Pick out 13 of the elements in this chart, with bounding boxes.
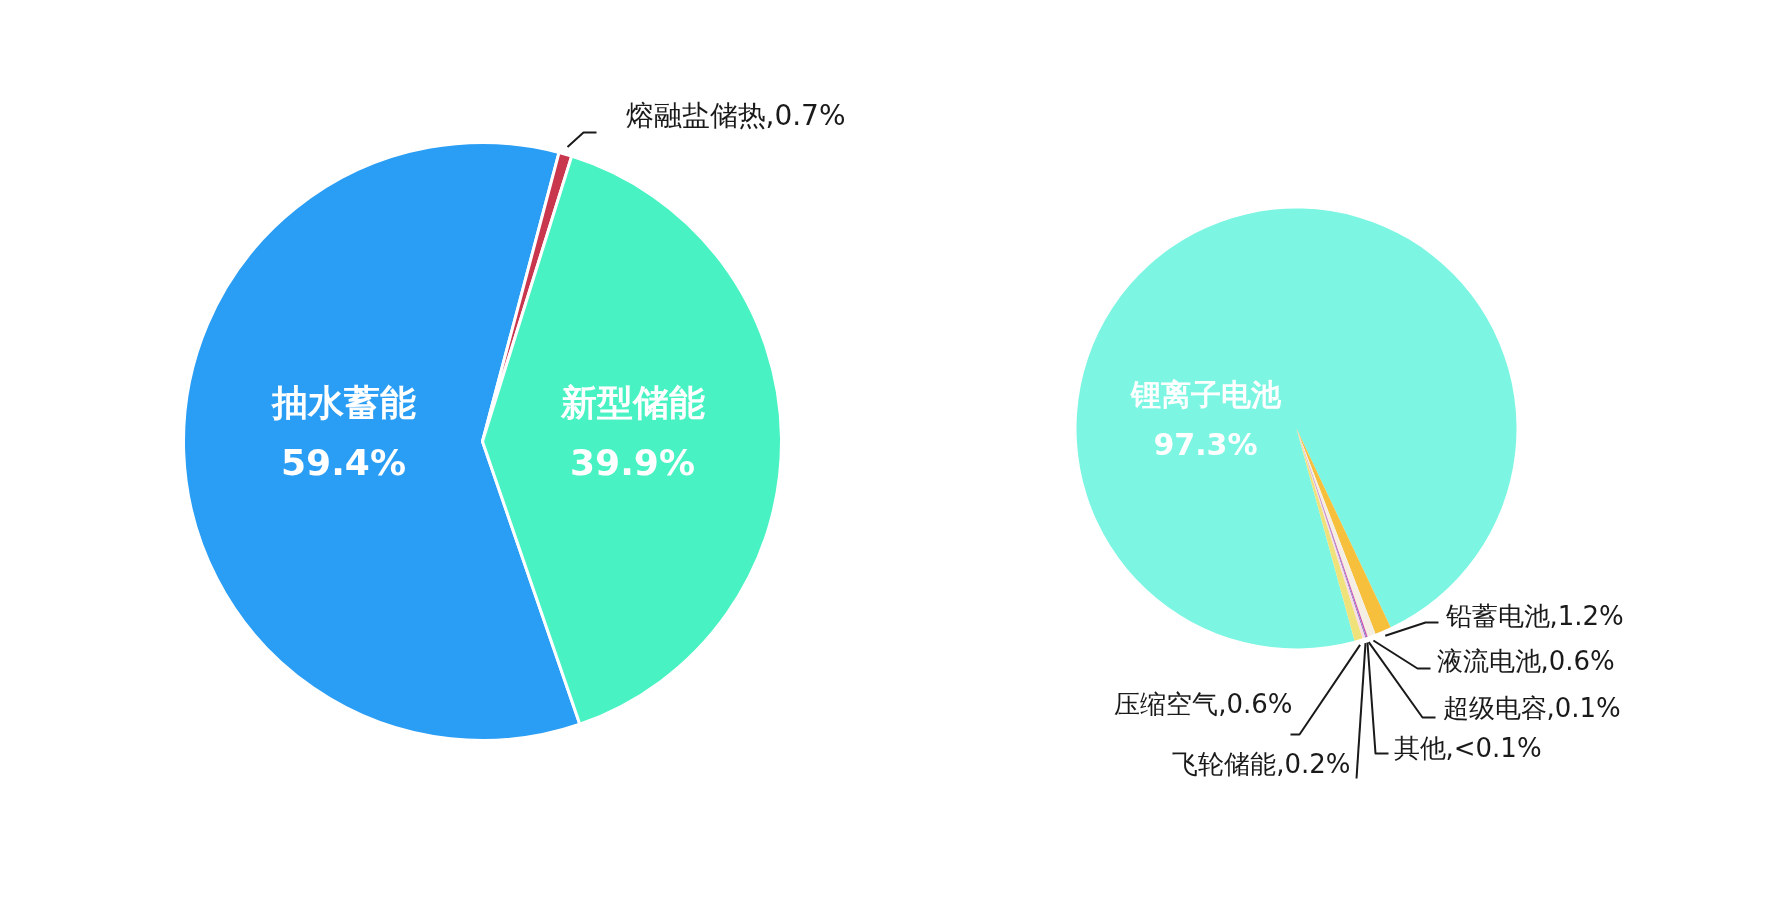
slice-label: 飞轮储能,0.2% [1172,748,1351,779]
data-label: 39.9% [570,442,695,483]
slice-label: 压缩空气,0.6% [1114,688,1293,719]
slice-label: 液流电池,0.6% [1436,645,1615,676]
slice-label: 锂离子电池 [1129,377,1282,412]
slice-label: 其他,<0.1% [1393,732,1542,763]
slice-label: 铅蓄电池,1.2% [1444,600,1624,631]
slice-label: 超级电容,0.1% [1442,692,1621,723]
data-label: 59.4% [281,442,406,483]
slice-label: 抽水蓄能 [270,382,416,423]
slice-label: 熔融盐储热,0.7% [625,99,846,132]
slice-label: 新型储能 [559,382,705,423]
data-label: 97.3% [1153,427,1258,462]
